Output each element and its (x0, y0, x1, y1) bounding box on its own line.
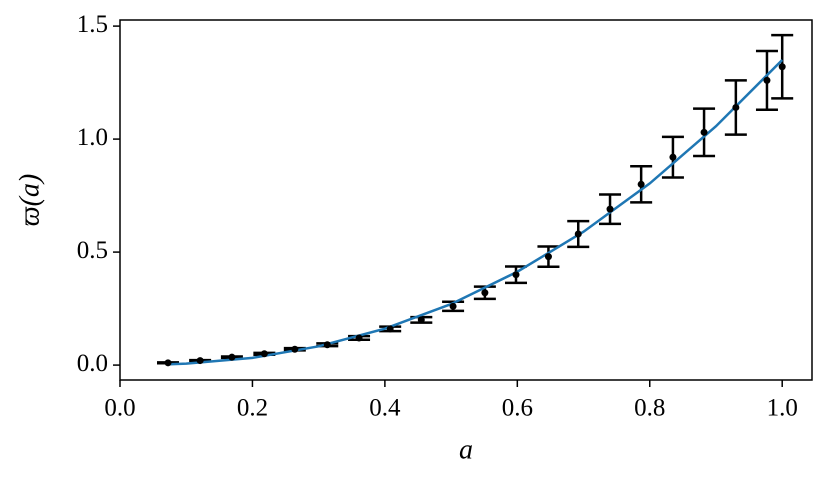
data-point (574, 230, 582, 238)
x-tick-label: 0.2 (237, 395, 268, 422)
y-tick-label: 1.0 (77, 124, 108, 151)
data-point (732, 103, 740, 111)
data-point (606, 205, 614, 213)
fit-line (166, 59, 784, 366)
y-axis-label: ϖ(a) (14, 174, 45, 226)
x-tick-label: 0.4 (369, 395, 401, 422)
data-point (228, 353, 236, 361)
plot-frame (119, 19, 813, 381)
data-point (669, 153, 677, 161)
data-point (481, 289, 489, 297)
y-tick-label: 1.5 (77, 11, 108, 38)
data-point (164, 359, 172, 367)
data-point (700, 128, 708, 136)
data-point (196, 357, 204, 365)
data-point (291, 345, 299, 353)
data-point (778, 63, 786, 71)
data-point (323, 341, 331, 349)
data-point (355, 334, 363, 342)
data-point (449, 302, 457, 310)
data-point (763, 76, 771, 84)
x-tick-label: 1.0 (767, 395, 798, 422)
data-point (544, 253, 552, 261)
x-tick-label: 0.8 (634, 395, 665, 422)
data-point (512, 271, 520, 279)
x-tick-label: 0.6 (502, 395, 533, 422)
y-tick-label: 0.0 (77, 350, 108, 377)
y-tick-label: 0.5 (77, 237, 108, 264)
data-point (417, 316, 425, 324)
data-point (637, 180, 645, 188)
x-axis-label: a (459, 434, 473, 465)
data-point (386, 325, 394, 333)
data-point (260, 350, 268, 358)
x-tick-label: 0.0 (104, 395, 135, 422)
